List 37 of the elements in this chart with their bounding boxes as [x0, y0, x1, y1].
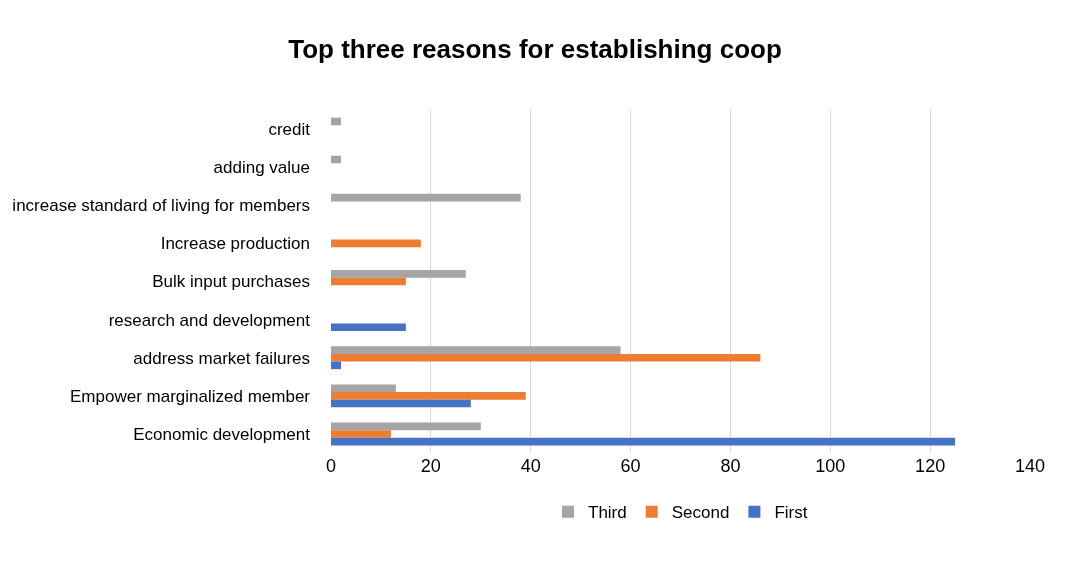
x-tick-label: 40 [520, 456, 541, 476]
bar [331, 277, 406, 286]
x-tick-label: 0 [325, 456, 337, 476]
y-tick-label: address market failures [133, 348, 310, 368]
bar [331, 346, 621, 354]
bar [331, 193, 521, 202]
bar [331, 270, 466, 278]
y-tick-label: adding value [213, 158, 310, 178]
bar [331, 155, 341, 164]
y-tick-label: credit [268, 120, 311, 140]
y-tick-label: Increase production [160, 234, 310, 254]
y-tick-label: Economic development [133, 424, 311, 444]
bar [331, 430, 391, 438]
y-tick-label: Empower marginalized member [70, 386, 311, 406]
bar [331, 323, 406, 332]
x-tick-label: 140 [1014, 456, 1046, 476]
bar [331, 239, 421, 248]
bar [331, 361, 341, 370]
legend-label: Third [588, 503, 627, 523]
bar [331, 399, 471, 408]
legend-label: Second [671, 503, 730, 523]
bar [331, 392, 526, 400]
y-tick-label: increase standard of living for members [12, 196, 310, 216]
x-tick-label: 80 [720, 456, 741, 476]
bar [331, 384, 396, 393]
y-tick-label: Bulk input purchases [152, 272, 310, 292]
y-tick-label: research and development [108, 310, 311, 330]
x-tick-label: 100 [815, 456, 846, 476]
legend-label: First [774, 503, 808, 523]
x-tick-label: 60 [620, 456, 641, 476]
bar [331, 353, 761, 362]
x-tick-label: 20 [420, 456, 441, 476]
bar [331, 422, 481, 431]
bar [331, 117, 341, 126]
chart-title: Top three reasons for establishing coop [288, 33, 782, 64]
bar [331, 437, 956, 446]
x-tick-label: 120 [915, 456, 946, 476]
